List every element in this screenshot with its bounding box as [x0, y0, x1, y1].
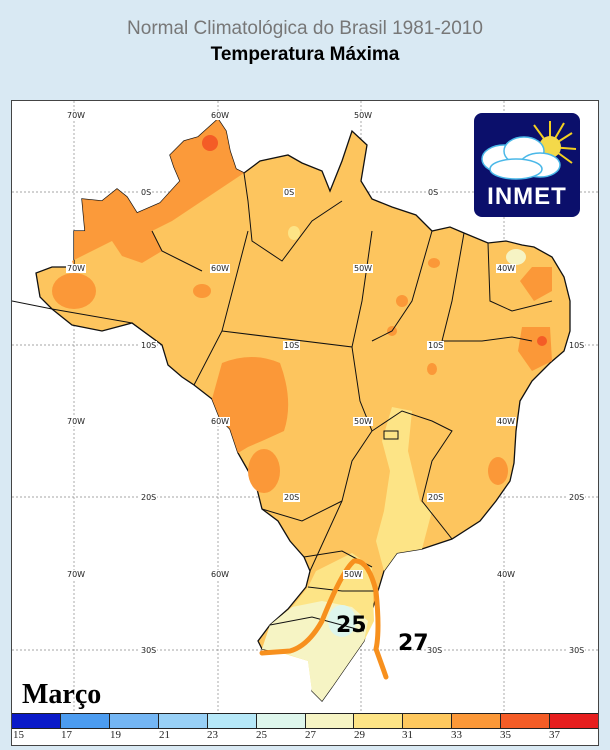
- legend-swatch-21-23: [158, 714, 208, 728]
- cloud-sun-icon: [481, 121, 577, 180]
- legend-swatch-37-plus: [550, 714, 598, 728]
- legend-swatch-23-25: [207, 714, 257, 728]
- legend-tick: 21: [159, 729, 170, 741]
- legend-tick: 23: [207, 729, 218, 741]
- chart-subtitle: Temperatura Máxima: [210, 44, 400, 65]
- lat-label-0s: 0S: [427, 188, 440, 197]
- legend-tick: 19: [110, 729, 121, 741]
- lat-label-0s: 0S: [140, 188, 153, 197]
- lon-label-40w: 40W: [496, 417, 517, 426]
- lon-label-60w: 60W: [210, 570, 231, 579]
- legend-tick: 31: [402, 729, 413, 741]
- lon-label-50w: 50W: [343, 570, 364, 579]
- lon-label-50w: 50W: [353, 264, 374, 273]
- legend-tick: 17: [61, 729, 72, 741]
- brazil-temperature-map: [12, 101, 598, 713]
- lat-label-30s: 30S: [140, 646, 158, 655]
- lat-label-10s: 10S: [427, 341, 445, 350]
- color-legend: [12, 713, 598, 729]
- legend-swatch-17-19: [60, 714, 110, 728]
- legend-ticks: 15 17 19 21 23 25 27 29 31 33 35 37: [12, 729, 598, 743]
- state-borders: [12, 172, 553, 632]
- lat-label-20s: 20S: [568, 493, 586, 502]
- lon-label-60w: 60W: [210, 264, 231, 273]
- lat-label-30s: 30S: [426, 646, 444, 655]
- isotherm-label-25: 25: [336, 613, 367, 638]
- legend-tick: 35: [500, 729, 511, 741]
- legend-tick: 29: [354, 729, 365, 741]
- legend-swatch-31-33: [403, 714, 453, 728]
- lon-label-40w: 40W: [496, 264, 517, 273]
- legend-tick: 15: [13, 729, 24, 741]
- lat-label-10s: 10S: [283, 341, 301, 350]
- lon-label-50w: 50W: [353, 111, 374, 120]
- isotherm-label-27: 27: [398, 631, 429, 656]
- legend-tick: 27: [305, 729, 316, 741]
- legend-swatch-29-31: [354, 714, 404, 728]
- inmet-logo-text: INMET: [487, 183, 567, 210]
- lon-label-70w: 70W: [66, 264, 87, 273]
- lat-label-30s: 30S: [568, 646, 586, 655]
- month-label: Março: [22, 679, 102, 710]
- lat-label-0s: 0S: [283, 188, 296, 197]
- map-frame: 70W 60W 50W 0S 0S 0S 70W 60W 50W 40W 10S…: [11, 100, 599, 746]
- legend-tick: 33: [451, 729, 462, 741]
- chart-title: Normal Climatológica do Brasil 1981-2010: [127, 18, 483, 39]
- lat-label-10s: 10S: [568, 341, 586, 350]
- lat-label-20s: 20S: [140, 493, 158, 502]
- lon-label-50w: 50W: [353, 417, 374, 426]
- lon-label-70w: 70W: [66, 570, 87, 579]
- isotherm-line: [259, 558, 389, 680]
- legend-swatch-25-27: [256, 714, 306, 728]
- legend-swatch-33-35: [452, 714, 502, 728]
- legend-swatch-35-37: [501, 714, 551, 728]
- legend-swatch-27-29: [305, 714, 355, 728]
- lat-label-20s: 20S: [283, 493, 301, 502]
- lat-label-10s: 10S: [140, 341, 158, 350]
- legend-tick: 25: [256, 729, 267, 741]
- inmet-logo: INMET: [474, 113, 580, 217]
- lon-label-40w: 40W: [496, 570, 517, 579]
- legend-swatch-15-17: [12, 714, 61, 728]
- lon-label-70w: 70W: [66, 111, 87, 120]
- lon-label-60w: 60W: [210, 111, 231, 120]
- lon-label-60w: 60W: [210, 417, 231, 426]
- lon-label-70w: 70W: [66, 417, 87, 426]
- lat-label-20s: 20S: [427, 493, 445, 502]
- legend-swatch-19-21: [109, 714, 159, 728]
- legend-tick: 37: [549, 729, 560, 741]
